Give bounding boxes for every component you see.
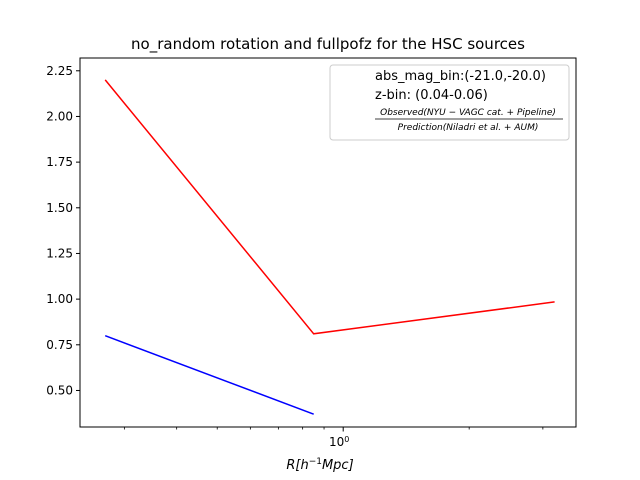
chart-title: no_random rotation and fullpofz for the …: [131, 35, 525, 54]
y-tick-label: 1.00: [46, 292, 73, 306]
legend-line-1: abs_mag_bin:(-21.0,-20.0): [375, 69, 546, 84]
y-tick-label: 0.75: [46, 338, 73, 352]
legend-line-2: z-bin: (0.04-0.06): [375, 88, 488, 103]
legend-fraction-numerator: Observed(NYU − VAGC cat. + Pipeline): [380, 108, 556, 118]
x-tick-label: 100: [329, 435, 349, 450]
series-line-1: [104, 79, 555, 335]
y-tick-label: 1.25: [46, 246, 73, 260]
plot-frame: [79, 57, 577, 428]
legend: abs_mag_bin:(-21.0,-20.0) z-bin: (0.04-0…: [329, 64, 570, 141]
x-axis-label: R[h−1Mpc]: [286, 457, 353, 473]
y-tick-label: 0.50: [46, 383, 73, 397]
plot-lines: [104, 79, 555, 415]
y-tick-label: 1.75: [46, 155, 73, 169]
y-tick-label: 1.50: [46, 201, 73, 215]
y-axis-ticks: 0.50 0.75 1.00 1.25 1.50 1.75 2.00 2.25: [46, 64, 80, 397]
y-tick-label: 2.00: [46, 109, 73, 123]
x-axis-ticks: 100: [123, 427, 544, 450]
legend-fraction-denominator: Prediction(Niladri et al. + AUM): [398, 123, 539, 133]
legend-box: [329, 64, 570, 141]
y-tick-label: 2.25: [46, 64, 73, 78]
series-line-2: [104, 334, 314, 415]
